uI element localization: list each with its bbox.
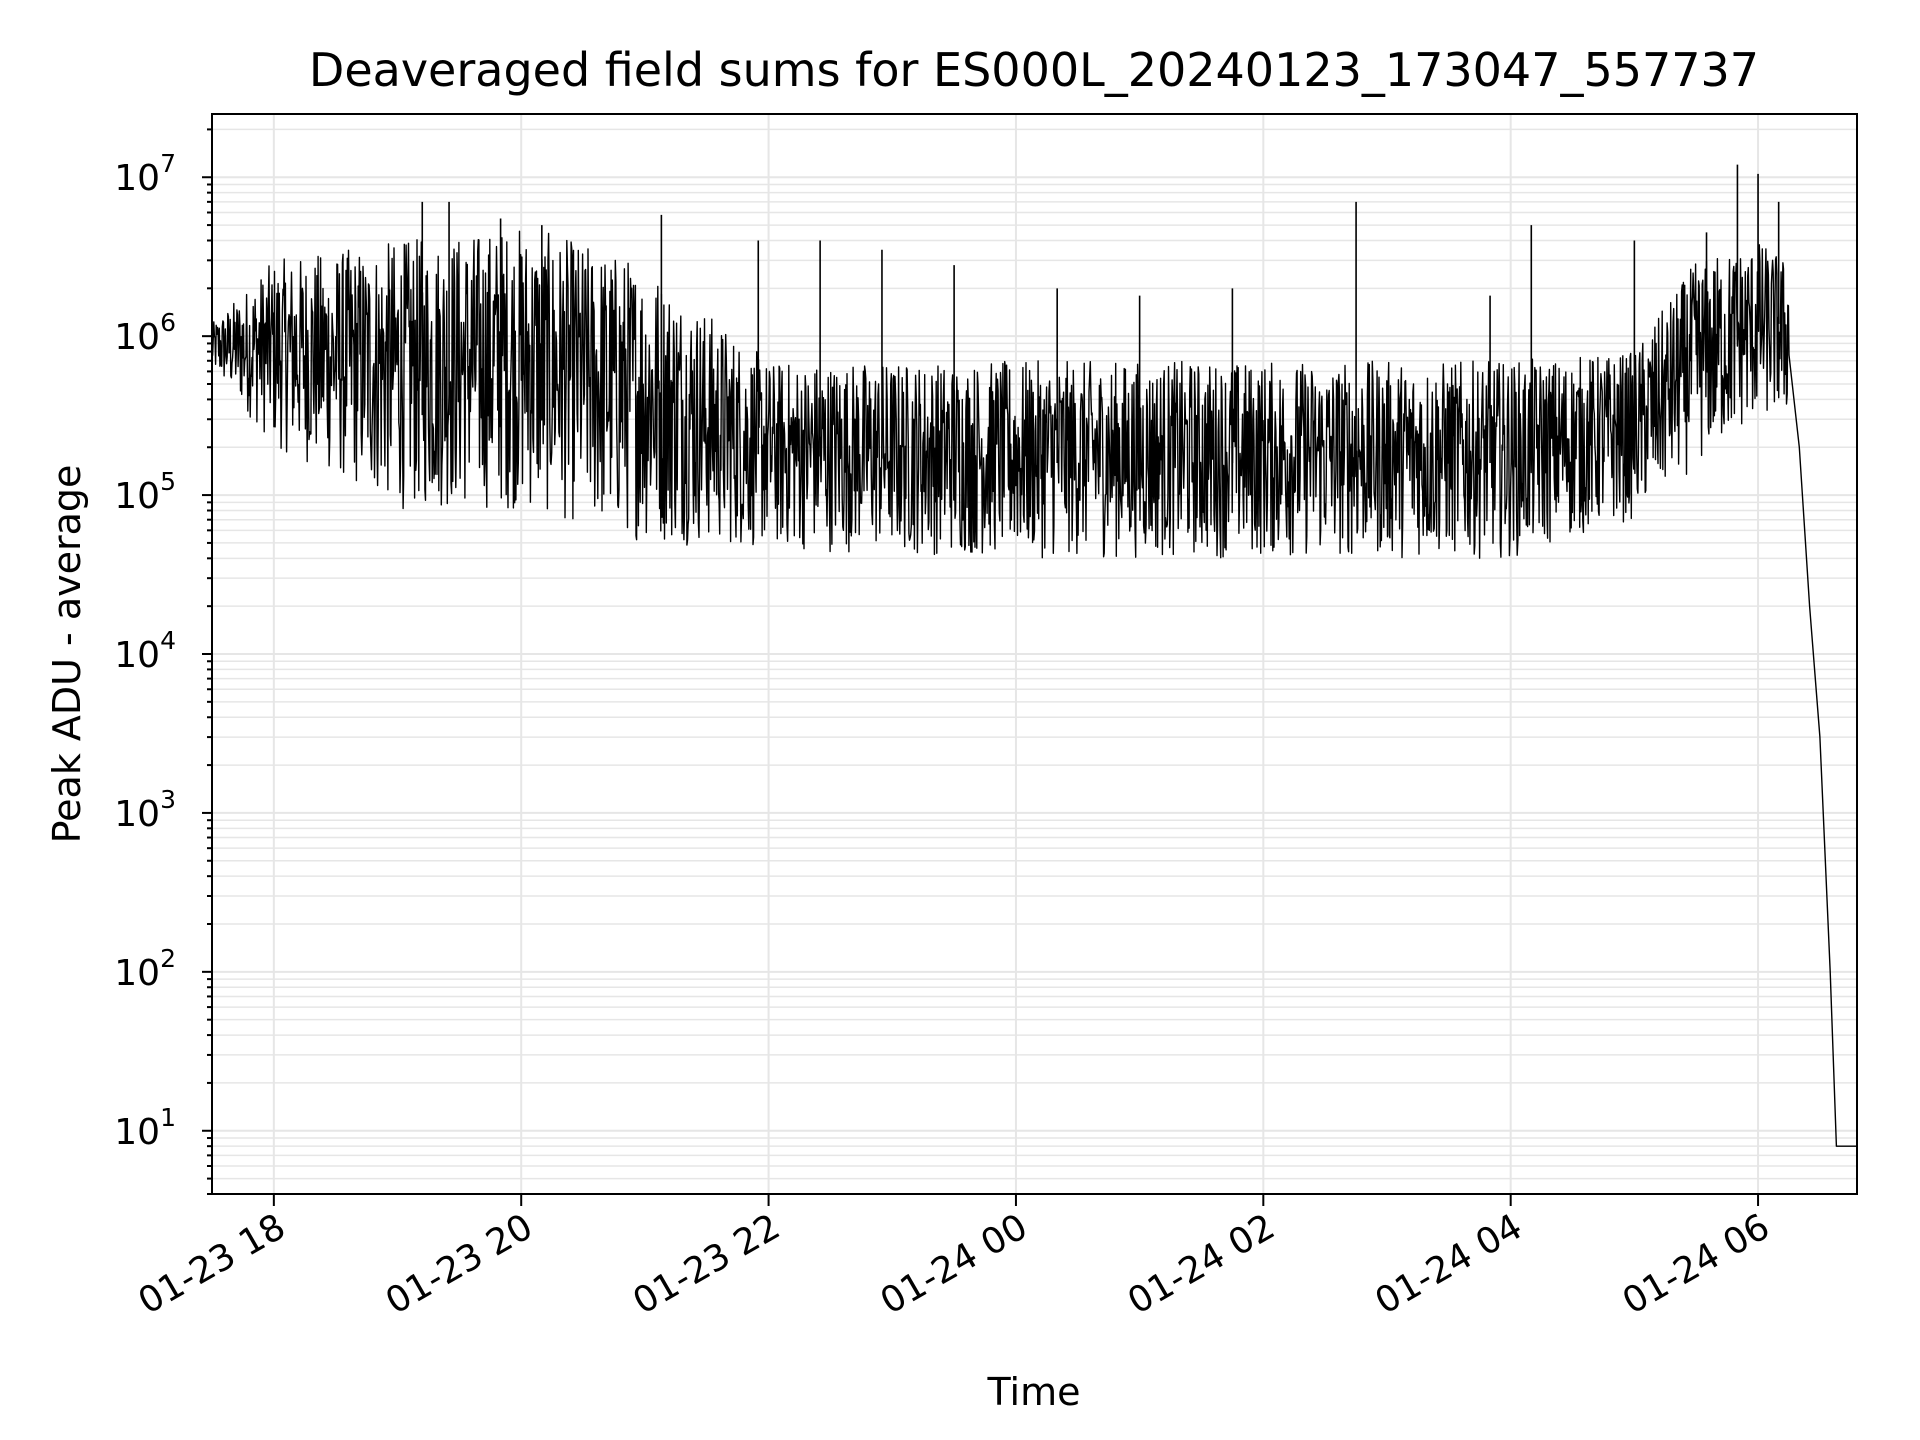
- y-tick-label: 102: [114, 944, 176, 994]
- y-tick-label: 107: [114, 149, 176, 199]
- y-axis-label: Peak ADU - average: [45, 465, 89, 844]
- y-tick-label: 101: [114, 1103, 176, 1153]
- y-tick-label: 103: [114, 785, 176, 835]
- y-axis: 101 102 103 104 105 106 107: [114, 128, 212, 1195]
- x-axis-label: Time: [987, 1370, 1081, 1414]
- series-layer: [211, 164, 1857, 1147]
- chart-title: Deaveraged field sums for ES000L_2024012…: [309, 43, 1759, 97]
- series-line: [211, 230, 1857, 1147]
- y-tick-label: 105: [114, 467, 176, 517]
- y-tick-label: 104: [114, 626, 176, 676]
- y-tick-label: 106: [114, 308, 176, 358]
